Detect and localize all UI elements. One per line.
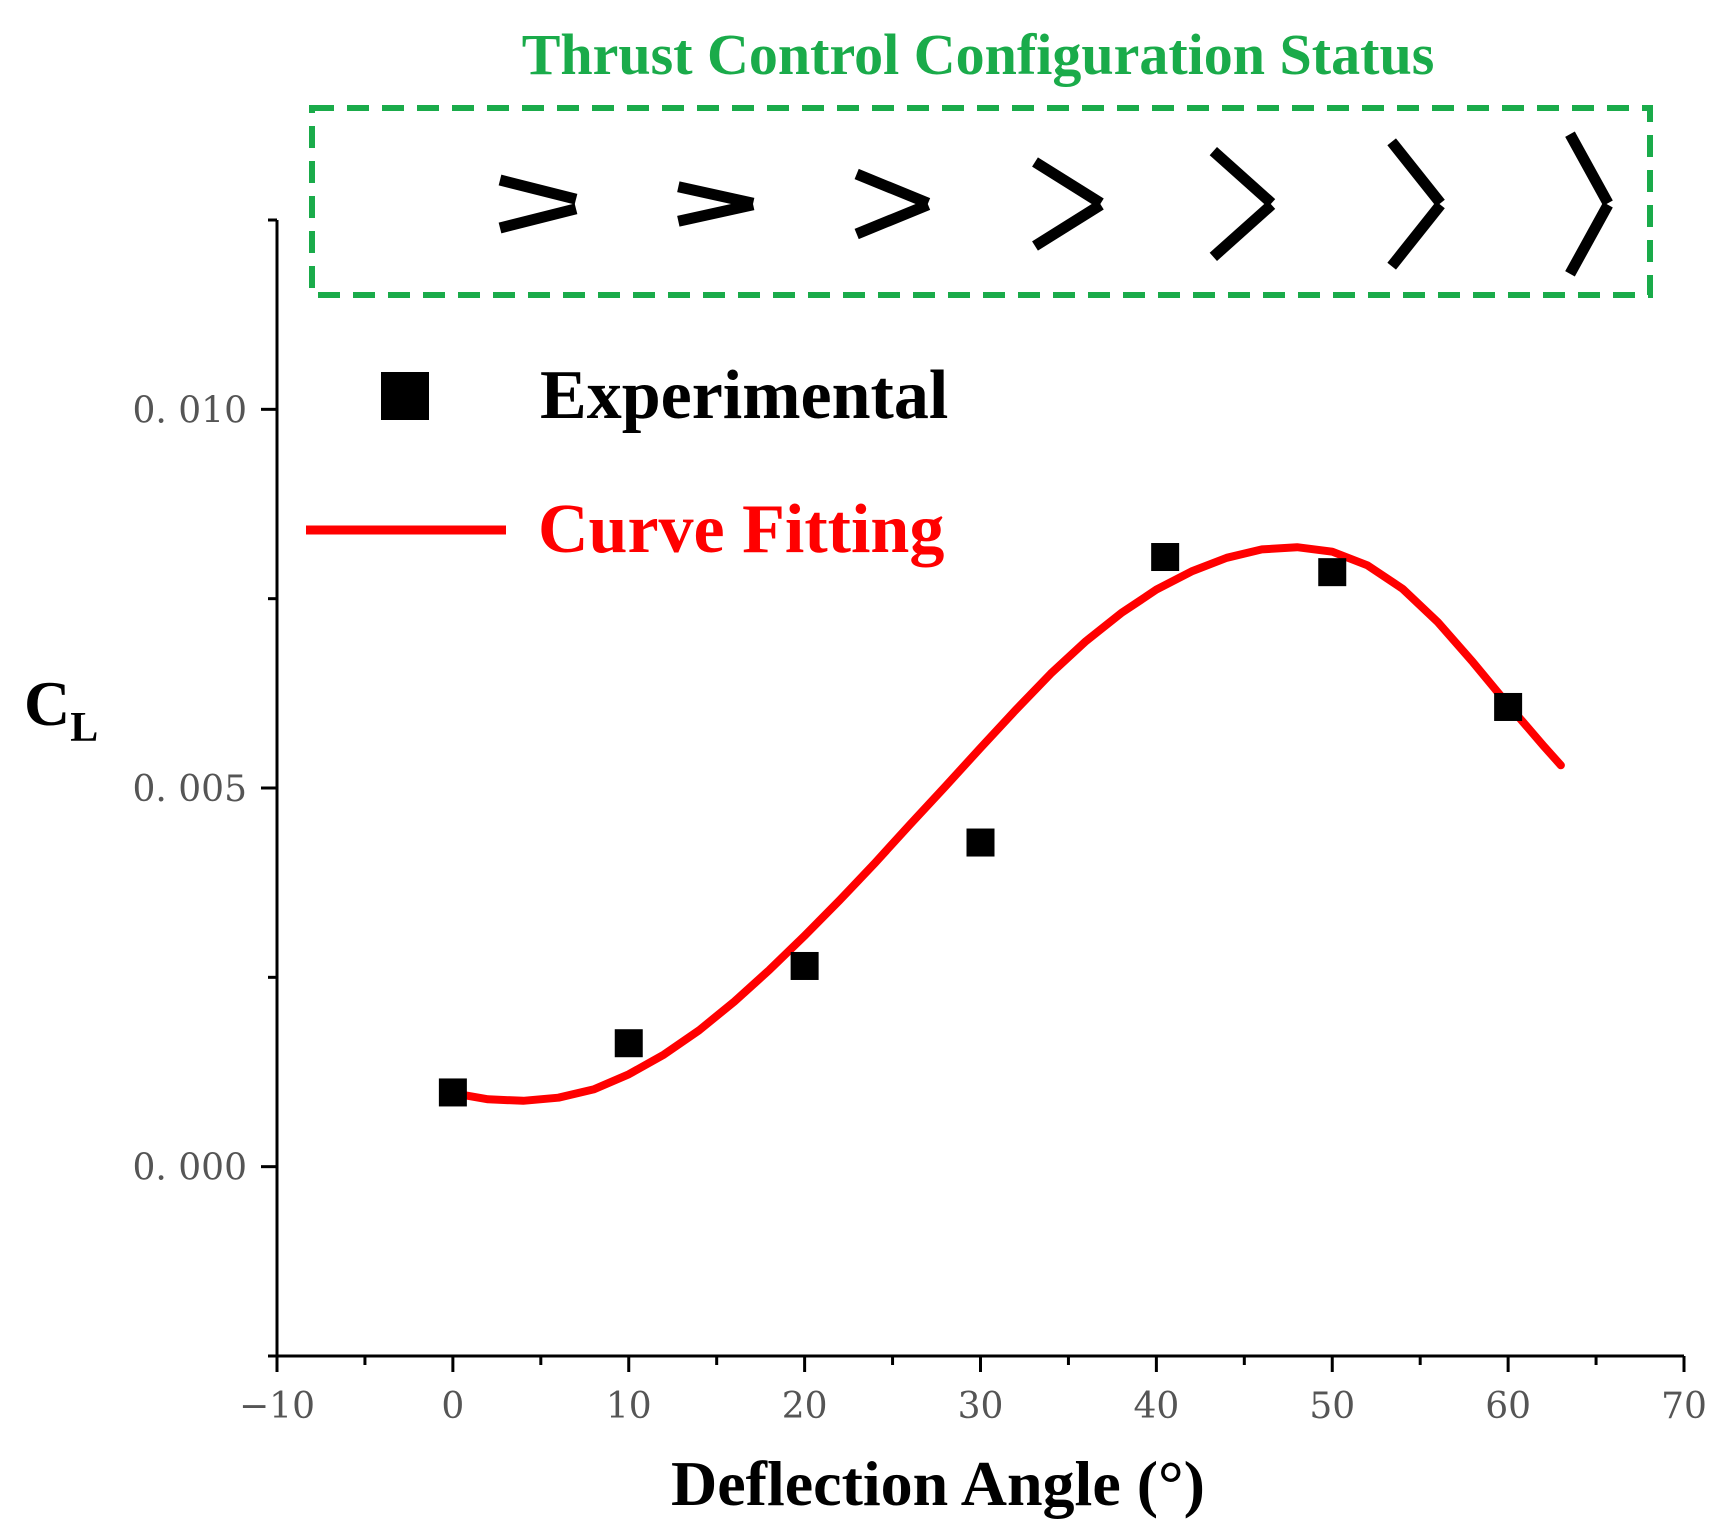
configuration-vane <box>854 168 931 209</box>
configuration-vane <box>1032 157 1104 208</box>
axes <box>275 220 1684 1358</box>
experimental-point <box>438 1078 467 1107</box>
x-tick-label: 60 <box>1485 1386 1531 1427</box>
x-axis-title: Deflection Angle (°) <box>671 1448 1205 1519</box>
configuration-state-icon <box>1209 147 1276 261</box>
legend-experimental-label: Experimental <box>540 357 948 434</box>
configuration-icons <box>498 131 1613 277</box>
x-tick-label: 70 <box>1661 1386 1707 1427</box>
experimental-point <box>614 1029 643 1058</box>
y-axis-title: CL <box>24 668 98 751</box>
experimental-point <box>1151 543 1180 572</box>
configuration-vane <box>1565 202 1613 277</box>
configuration-vane <box>854 199 931 240</box>
y-tick-label: 0. 005 <box>132 769 247 810</box>
experimental-point <box>1318 558 1347 587</box>
experimental-markers <box>438 543 1523 1107</box>
configuration-vane <box>1565 131 1613 206</box>
configuration-state-icon <box>677 181 755 227</box>
y-tick-label: 0. 010 <box>132 390 247 431</box>
x-ticks: −10 0 10 20 30 40 50 60 70 <box>239 1356 1707 1427</box>
configuration-vane <box>1387 138 1445 207</box>
experimental-point <box>1494 692 1523 721</box>
configuration-status-box <box>309 105 1653 298</box>
configuration-vane <box>1209 147 1276 208</box>
legend-curve-fitting-label: Curve Fitting <box>538 491 944 568</box>
x-tick-label: 30 <box>958 1386 1004 1427</box>
curve-fitting-line <box>448 543 1565 1105</box>
x-tick-label: −10 <box>239 1386 315 1427</box>
configuration-state-icon <box>854 168 931 240</box>
configuration-vane <box>498 203 578 234</box>
configuration-vane <box>1387 201 1445 270</box>
y-ticks: 0. 000 0. 005 0. 010 <box>132 218 277 1358</box>
x-tick-label: 10 <box>606 1386 652 1427</box>
y-tick-label: 0. 000 <box>132 1148 247 1189</box>
x-tick-label: 20 <box>782 1386 828 1427</box>
experimental-point <box>790 951 819 980</box>
legend-experimental-marker <box>381 372 429 420</box>
x-tick-label: 50 <box>1309 1386 1355 1427</box>
configuration-vane <box>677 181 755 209</box>
configuration-vane <box>677 199 755 227</box>
experimental-point <box>966 828 995 857</box>
configuration-vane <box>1032 200 1104 251</box>
configuration-state-icon <box>498 174 578 234</box>
chart-title: Thrust Control Configuration Status <box>522 22 1435 87</box>
configuration-state-icon <box>1032 157 1104 251</box>
configuration-vane <box>498 174 578 205</box>
x-tick-label: 40 <box>1133 1386 1179 1427</box>
configuration-state-icon <box>1387 138 1445 270</box>
configuration-state-icon <box>1565 131 1613 277</box>
configuration-vane <box>1209 200 1276 261</box>
legend: Experimental Curve Fitting <box>306 357 948 568</box>
x-tick-label: 0 <box>441 1386 464 1427</box>
